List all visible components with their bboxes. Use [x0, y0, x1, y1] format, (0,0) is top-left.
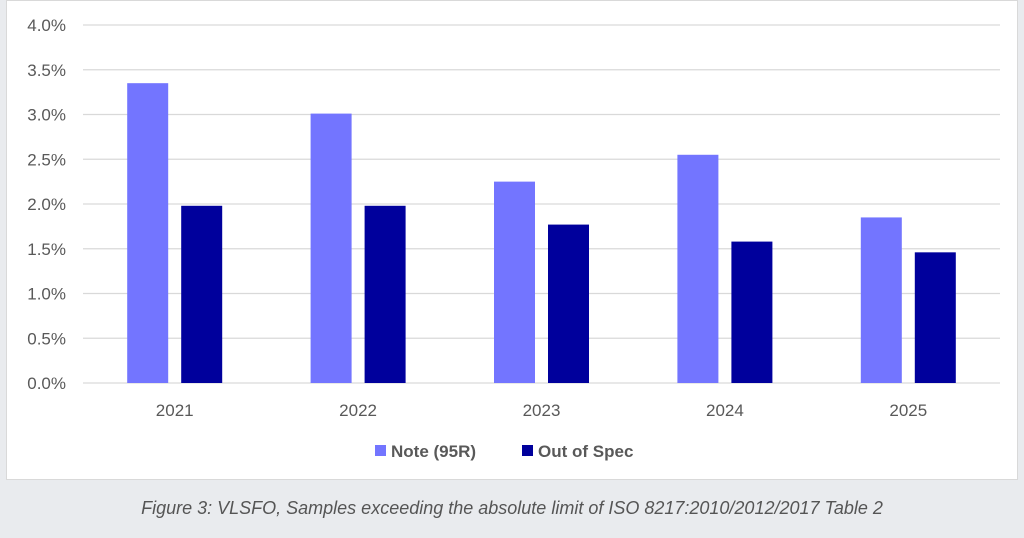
bar-note-95r--2024: [677, 154, 719, 383]
figure-caption: Figure 3: VLSFO, Samples exceeding the a…: [141, 498, 883, 518]
bar-out-of-spec-2023: [548, 224, 589, 383]
y-tick-label: 1.0%: [27, 285, 66, 304]
x-tick-label: 2025: [889, 401, 927, 420]
bar-out-of-spec-2022: [364, 205, 406, 383]
x-tick-label: 2023: [523, 401, 561, 420]
x-tick-label: 2024: [706, 401, 744, 420]
legend-label: Out of Spec: [538, 442, 633, 461]
bar-note-95r--2025: [860, 217, 902, 383]
bar-note-95r--2022: [310, 113, 352, 383]
bar-out-of-spec-2021: [181, 205, 223, 383]
bar-note-95r--2021: [127, 83, 169, 384]
bar-out-of-spec-2024: [731, 241, 773, 383]
x-tick-label: 2021: [156, 401, 194, 420]
y-tick-label: 2.0%: [27, 195, 66, 214]
bar-note-95r--2023: [494, 181, 535, 383]
y-tick-label: 1.5%: [27, 240, 66, 259]
y-tick-label: 3.0%: [27, 106, 66, 125]
legend-swatch: [375, 445, 386, 456]
y-tick-label: 2.5%: [27, 150, 66, 169]
legend-swatch: [522, 445, 533, 456]
y-tick-label: 0.5%: [27, 329, 66, 348]
legend-label: Note (95R): [391, 442, 476, 461]
bar-chart: 0.0% 0.5% 1.0% 1.5% 2.0% 2.5% 3.0% 3.5% 4.0% 2021…: [27, 16, 1000, 461]
x-tick-label: 2022: [339, 401, 377, 420]
y-tick-label: 3.5%: [27, 61, 66, 80]
bar-out-of-spec-2025: [914, 252, 956, 383]
y-tick-label: 4.0%: [27, 16, 66, 35]
y-tick-label: 0.0%: [27, 374, 66, 393]
